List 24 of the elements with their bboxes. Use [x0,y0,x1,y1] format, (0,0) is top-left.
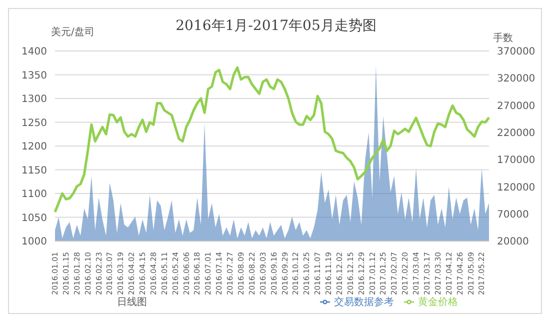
y-tick-label: 1150 [22,165,47,176]
chart-title: 2016年1月-2017年05月走势图 [176,18,376,34]
y-tick-label: 1400 [22,46,47,58]
text: 日线图 [117,296,147,309]
y-tick-label: 1000 [22,236,47,248]
y2-tick-label: 20000 [497,236,529,248]
y2-tick-label: 370000 [497,46,536,58]
y-tick-label: 1250 [22,118,47,129]
y2-tick-label: 120000 [497,182,536,194]
y2-tick-label: 220000 [497,128,536,139]
y2-tick-label: 270000 [497,100,536,112]
y2-tick-label: 70000 [497,209,529,220]
y-tick-label: 1200 [22,142,47,153]
y-tick-label: 1100 [22,189,47,200]
line-series [54,66,490,214]
legend-label: 交易数据参考 [334,297,394,308]
y-tick-label: 1050 [22,212,47,224]
y2-axis-title: 手数 [493,32,513,45]
y2-tick-label: 320000 [497,74,536,85]
y-tick-label: 1300 [22,94,47,106]
y2-tick-label: 170000 [497,155,536,166]
legend-label: 黄金价格 [418,297,458,308]
y-axis-title: 美元/盘司 [51,26,94,39]
y-tick-label: 1350 [22,70,47,82]
